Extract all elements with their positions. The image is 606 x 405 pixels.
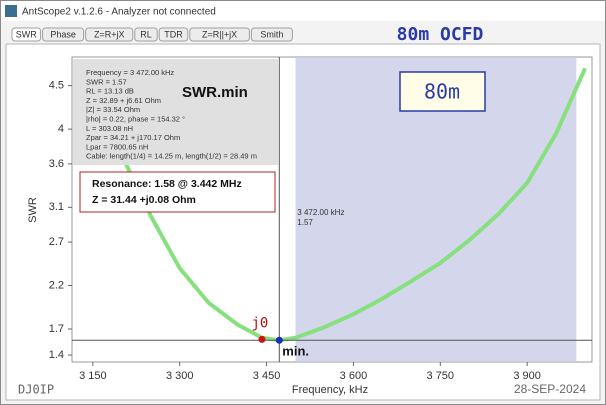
tab-label[interactable]: Z=R||+jX <box>202 29 237 39</box>
tab-label[interactable]: SWR <box>16 29 37 39</box>
resonance-line: Z = 31.44 +j0.08 Ohm <box>92 194 196 206</box>
info-box <box>73 59 278 165</box>
info-line: Zpar = 34.21 + j170.17 Ohm <box>86 133 180 142</box>
y-axis-label: SWR <box>27 197 39 223</box>
tab-label[interactable]: RL <box>140 29 152 39</box>
y-tick-label: 3.6 <box>49 158 64 170</box>
min-label: min. <box>282 344 309 359</box>
y-tick-label: 3.1 <box>49 201 64 213</box>
info-line: |rho| = 0.22, phase = 154.32 ° <box>86 114 185 123</box>
chart-title: 80m OCFD <box>397 24 484 45</box>
info-heading: SWR.min <box>182 84 248 101</box>
band-label-box <box>399 71 486 112</box>
tab-label[interactable]: Z=R+jX <box>94 29 125 39</box>
swr-curve <box>119 67 587 343</box>
window-title: AntScope2 v.1.2.6 - Analyzer not connect… <box>22 7 216 18</box>
y-tick-label: 2.7 <box>49 236 64 248</box>
min-point <box>275 336 283 344</box>
tab[interactable] <box>189 27 250 42</box>
tab[interactable] <box>42 27 85 42</box>
y-tick-label: 1.7 <box>49 323 64 335</box>
tab[interactable] <box>85 27 134 42</box>
tab-label[interactable]: Smith <box>260 29 283 39</box>
x-tick-label: 3 300 <box>166 370 194 382</box>
y-tick-label: 4.5 <box>49 80 64 92</box>
info-line: RL = 13.13 dB <box>86 87 134 96</box>
tab[interactable] <box>158 27 189 42</box>
x-axis-label: Frequency, kHz <box>292 384 368 396</box>
tab[interactable] <box>250 27 293 42</box>
y-tick-label: 4 <box>58 123 64 135</box>
x-tick-label: 3 150 <box>79 370 107 382</box>
x-tick-label: 3 600 <box>340 370 368 382</box>
info-line: Z = 32.89 + j6.61 Ohm <box>86 96 161 105</box>
resonance-label: j0 <box>252 315 269 331</box>
cursor-x-label: 3 472.00 kHz <box>297 208 344 217</box>
tab-label[interactable]: TDR <box>164 29 183 39</box>
info-line: Cable: length(1/4) = 14.25 m, length(1/2… <box>86 152 257 161</box>
resonance-box <box>79 171 276 213</box>
callsign: DJ0IP <box>18 383 54 397</box>
tab[interactable] <box>11 27 42 42</box>
tab-label[interactable]: Phase <box>50 29 76 39</box>
resonance-line: Resonance: 1.58 @ 3.442 MHz <box>92 178 242 190</box>
cursor-y-label: 1.57 <box>297 218 313 227</box>
app-icon <box>5 5 17 17</box>
x-tick-label: 3 450 <box>253 370 281 382</box>
y-tick-label: 2.2 <box>49 279 64 291</box>
x-tick-label: 3 750 <box>427 370 455 382</box>
date: 28-SEP-2024 <box>514 382 586 396</box>
tab[interactable] <box>134 27 158 42</box>
title-bar <box>1 1 605 21</box>
curve-group <box>119 67 587 343</box>
band-label: 80m <box>424 80 460 104</box>
resonance-point <box>258 335 266 343</box>
info-line: SWR = 1.57 <box>86 77 127 86</box>
info-line: Frequency = 3 472.00 kHz <box>86 68 174 77</box>
x-tick-label: 3 900 <box>513 370 541 382</box>
y-tick-label: 1.4 <box>49 349 64 361</box>
info-line: |Z| = 33.54 Ohm <box>86 105 140 114</box>
info-line: Lpar = 7800.65 nH <box>86 142 148 151</box>
info-line: L = 303.08 nH <box>86 124 133 133</box>
